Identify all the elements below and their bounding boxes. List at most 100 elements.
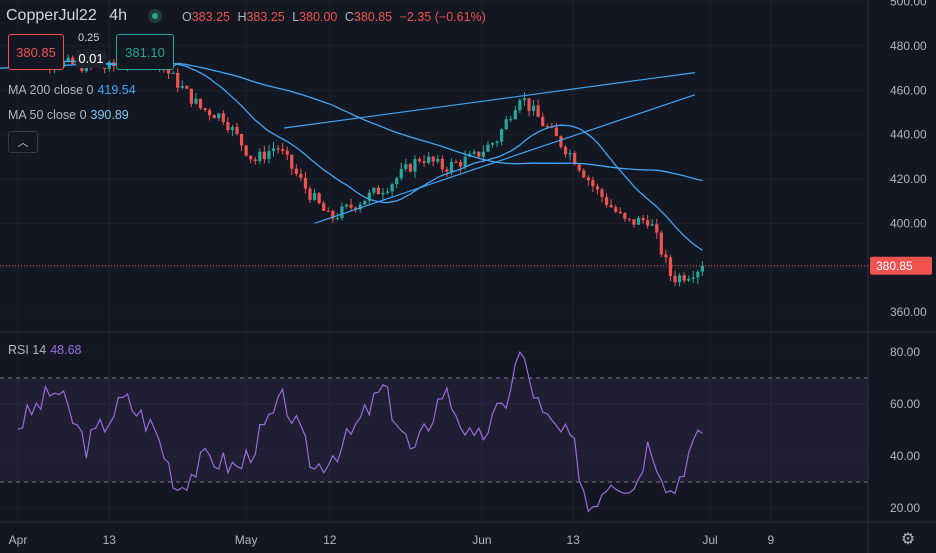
candle-body [417,159,422,162]
candle-body [276,148,280,150]
candle-body [354,207,358,210]
collapse-indicators-button[interactable]: ︿ [8,131,38,153]
candle-body [230,127,235,131]
candle-body [221,113,225,123]
candle-body [267,150,271,160]
candle-body [668,257,673,276]
rsi-axis[interactable]: 80.00 60.00 40.00 20.00 [890,345,920,515]
rsi-tick-label: 80.00 [890,345,920,359]
rsi-tick-label: 20.00 [890,501,920,515]
candle-body [440,158,444,170]
candle-body [166,68,171,74]
trendlines[interactable] [284,72,695,224]
candle-body [217,113,221,119]
candle-body [399,168,403,179]
time-axis[interactable]: Apr 13 May 12 Jun 13 Jul 9 [9,533,775,547]
price-tick-label: 500.00 [890,0,927,9]
candle-body [636,217,641,225]
rsi-label: RSI 14 [8,343,47,357]
rsi-legend[interactable]: RSI 14 48.68 [8,343,82,357]
candle-body [531,105,536,111]
time-tick-label: 9 [767,533,774,547]
candle-body [682,275,686,281]
candle-body [655,224,659,233]
candle-body [595,186,600,190]
candle-body [641,217,645,221]
candle-body [486,144,490,152]
candle-body [258,151,262,162]
candle-body [687,278,691,281]
candle-body [568,153,572,155]
candle-body [203,108,207,110]
close-label: C [344,10,354,24]
candle-body [294,168,298,174]
ma-200-legend[interactable]: MA 200 close 0 419.54 [8,83,136,97]
candle-body [545,126,549,128]
candle-body [326,210,330,212]
candle-body [317,193,321,204]
symbol-title[interactable]: CopperJul22 4h [6,7,127,25]
candle-body [618,211,622,213]
candle-body [271,148,276,151]
rsi-tick-label: 40.00 [890,449,920,463]
candle-body [591,180,595,187]
candle-body [431,156,435,162]
candle-body [303,177,308,189]
candle-body [536,105,540,117]
candle-body [408,164,412,172]
candle-body [194,98,198,104]
candle-body [691,277,695,279]
last-price-tag: 380.85 [870,256,932,275]
candle-body [308,188,312,200]
ma-50-label: MA 50 close 0 [8,108,87,122]
candle-body [422,161,426,163]
gear-icon[interactable]: ⚙ [900,531,916,548]
candle-body [522,98,527,101]
ohlc-legend: O383.25 H383.25 L380.00 C380.85 −2.35 (−… [182,10,486,24]
candle-body [490,143,495,145]
candle-body [445,169,449,172]
candle-body [627,218,631,220]
rsi-line [17,350,703,513]
candle-body [349,204,353,208]
candle-body [226,122,230,131]
time-tick-label: May [235,533,258,547]
candle-body [573,153,577,165]
candle-body [458,162,463,167]
candle-body [358,204,362,210]
candle-body [385,191,390,193]
candle-body [103,67,107,69]
buy-button[interactable]: 381.10 [116,34,174,70]
ma-50-legend[interactable]: MA 50 close 0 390.89 [8,108,129,122]
sell-button[interactable]: 380.85 [8,34,64,70]
market-status-icon[interactable] [148,9,162,23]
candle-body [312,193,317,200]
candle-body [472,151,476,154]
candle-body [463,156,467,167]
trendline[interactable] [314,94,695,224]
price-tick-label: 400.00 [890,216,927,230]
candle-body [285,150,289,155]
candle-body [513,110,517,120]
candle-body [331,210,335,219]
buy-price: 381.10 [125,44,165,60]
time-tick-label: Jul [702,533,717,547]
candle-body [659,232,663,255]
chevron-up-icon: ︿ [17,137,29,149]
ma-50-line [63,60,703,251]
candle-body [185,85,189,89]
candle-body [208,109,212,116]
candle-body [212,115,216,119]
rsi-band-fill [0,378,868,482]
last-price-tag-text: 380.85 [876,259,913,273]
candle-body [171,72,175,74]
candle-body [281,149,285,151]
candle-body [404,164,408,169]
high-label: H [237,10,247,24]
candle-body [577,164,581,171]
candle-body [253,159,257,162]
trendline[interactable] [284,72,695,129]
ma-50-value: 390.89 [90,108,129,122]
price-tick-label: 480.00 [890,39,927,53]
